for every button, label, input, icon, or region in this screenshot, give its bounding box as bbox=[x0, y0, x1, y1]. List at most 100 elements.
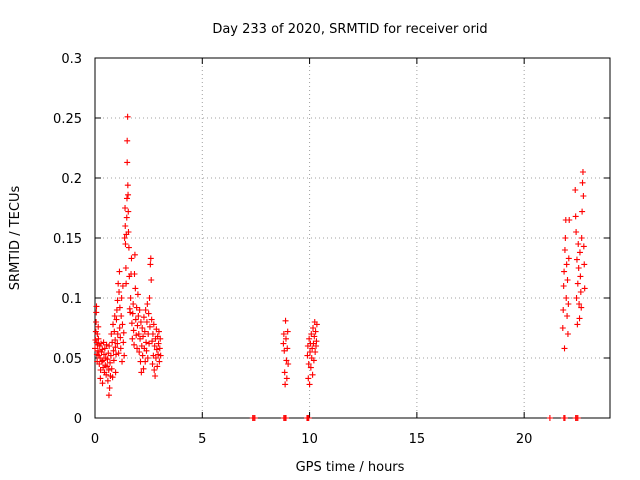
y-tick-labels: 0 0.05 0.1 0.15 0.2 0.25 0.3 bbox=[53, 52, 82, 427]
data-point bbox=[112, 369, 119, 376]
data-point bbox=[141, 328, 148, 335]
data-point bbox=[312, 328, 319, 335]
data-point bbox=[94, 331, 101, 337]
data-point bbox=[143, 347, 150, 354]
data-point bbox=[581, 285, 588, 292]
data-point bbox=[99, 346, 106, 353]
data-point bbox=[140, 314, 147, 321]
data-point bbox=[152, 373, 159, 379]
data-point bbox=[107, 359, 114, 366]
data-point bbox=[119, 321, 126, 328]
data-point bbox=[119, 358, 126, 365]
data-point bbox=[107, 352, 114, 359]
data-point bbox=[147, 255, 154, 262]
data-point bbox=[151, 343, 158, 349]
data-point bbox=[144, 301, 151, 307]
data-point bbox=[581, 261, 588, 268]
data-point bbox=[119, 283, 126, 289]
data-point bbox=[305, 415, 312, 421]
data-point bbox=[576, 301, 583, 307]
data-point bbox=[128, 320, 135, 327]
data-point bbox=[113, 351, 120, 358]
data-point bbox=[572, 187, 579, 193]
data-point bbox=[136, 349, 143, 355]
data-point bbox=[135, 313, 142, 319]
data-point bbox=[108, 331, 115, 337]
data-point bbox=[121, 235, 128, 241]
data-point bbox=[111, 328, 118, 335]
data-point bbox=[133, 332, 140, 339]
data-point bbox=[123, 214, 130, 221]
data-point bbox=[118, 295, 125, 301]
data-point bbox=[131, 341, 138, 348]
data-point bbox=[132, 316, 139, 323]
data-point bbox=[147, 261, 154, 268]
data-point bbox=[92, 345, 98, 352]
data-point bbox=[116, 268, 123, 275]
data-point bbox=[113, 307, 120, 313]
data-point bbox=[577, 289, 584, 295]
data-point bbox=[124, 113, 131, 120]
data-point bbox=[149, 338, 156, 345]
data-point bbox=[106, 385, 113, 391]
y-tick-label: 0.15 bbox=[53, 232, 82, 247]
data-point bbox=[285, 361, 292, 367]
data-point bbox=[125, 191, 132, 198]
data-point bbox=[309, 345, 316, 352]
data-point bbox=[123, 195, 130, 202]
data-point bbox=[282, 381, 289, 388]
x-tick-label: 10 bbox=[301, 432, 318, 447]
data-point bbox=[104, 363, 111, 370]
data-point bbox=[106, 343, 113, 349]
data-point bbox=[95, 335, 102, 342]
data-point bbox=[101, 345, 108, 352]
data-point bbox=[563, 295, 570, 301]
data-point bbox=[283, 375, 290, 382]
data-point bbox=[137, 335, 144, 342]
data-point bbox=[305, 375, 312, 382]
data-point bbox=[131, 271, 138, 277]
data-point bbox=[128, 255, 135, 262]
data-point bbox=[280, 331, 287, 337]
data-point bbox=[104, 356, 111, 363]
data-point bbox=[282, 317, 289, 324]
data-point bbox=[133, 304, 140, 311]
data-point bbox=[579, 169, 586, 175]
y-tick-label: 0.25 bbox=[53, 112, 82, 127]
data-point bbox=[153, 346, 160, 353]
data-point bbox=[110, 321, 117, 328]
data-point bbox=[118, 313, 125, 319]
data-point bbox=[156, 358, 163, 365]
data-point bbox=[142, 307, 149, 313]
x-tick-labels: 0 5 10 15 20 bbox=[91, 432, 533, 447]
data-point bbox=[282, 335, 289, 342]
data-point bbox=[132, 285, 139, 292]
data-point bbox=[116, 304, 123, 311]
data-point bbox=[311, 333, 318, 340]
data-point bbox=[137, 319, 144, 325]
data-point bbox=[575, 241, 582, 247]
data-point bbox=[135, 331, 142, 337]
chart-title: Day 233 of 2020, SRMTID for receiver ori… bbox=[212, 22, 487, 37]
data-point bbox=[98, 340, 105, 347]
data-point bbox=[93, 309, 100, 316]
data-point bbox=[148, 316, 155, 323]
data-point bbox=[563, 261, 570, 268]
data-point bbox=[93, 319, 100, 325]
data-point bbox=[155, 340, 162, 347]
data-point bbox=[122, 241, 129, 247]
data-point bbox=[143, 319, 150, 325]
data-point bbox=[578, 304, 585, 311]
data-point bbox=[574, 280, 581, 287]
data-point bbox=[146, 295, 153, 301]
data-point bbox=[309, 371, 316, 378]
data-point bbox=[120, 329, 127, 336]
data-point bbox=[125, 229, 132, 235]
data-point bbox=[139, 352, 146, 359]
data-point bbox=[281, 347, 288, 354]
data-point bbox=[560, 283, 567, 289]
data-point bbox=[312, 349, 319, 355]
data-point bbox=[104, 377, 111, 384]
data-point bbox=[149, 331, 156, 337]
